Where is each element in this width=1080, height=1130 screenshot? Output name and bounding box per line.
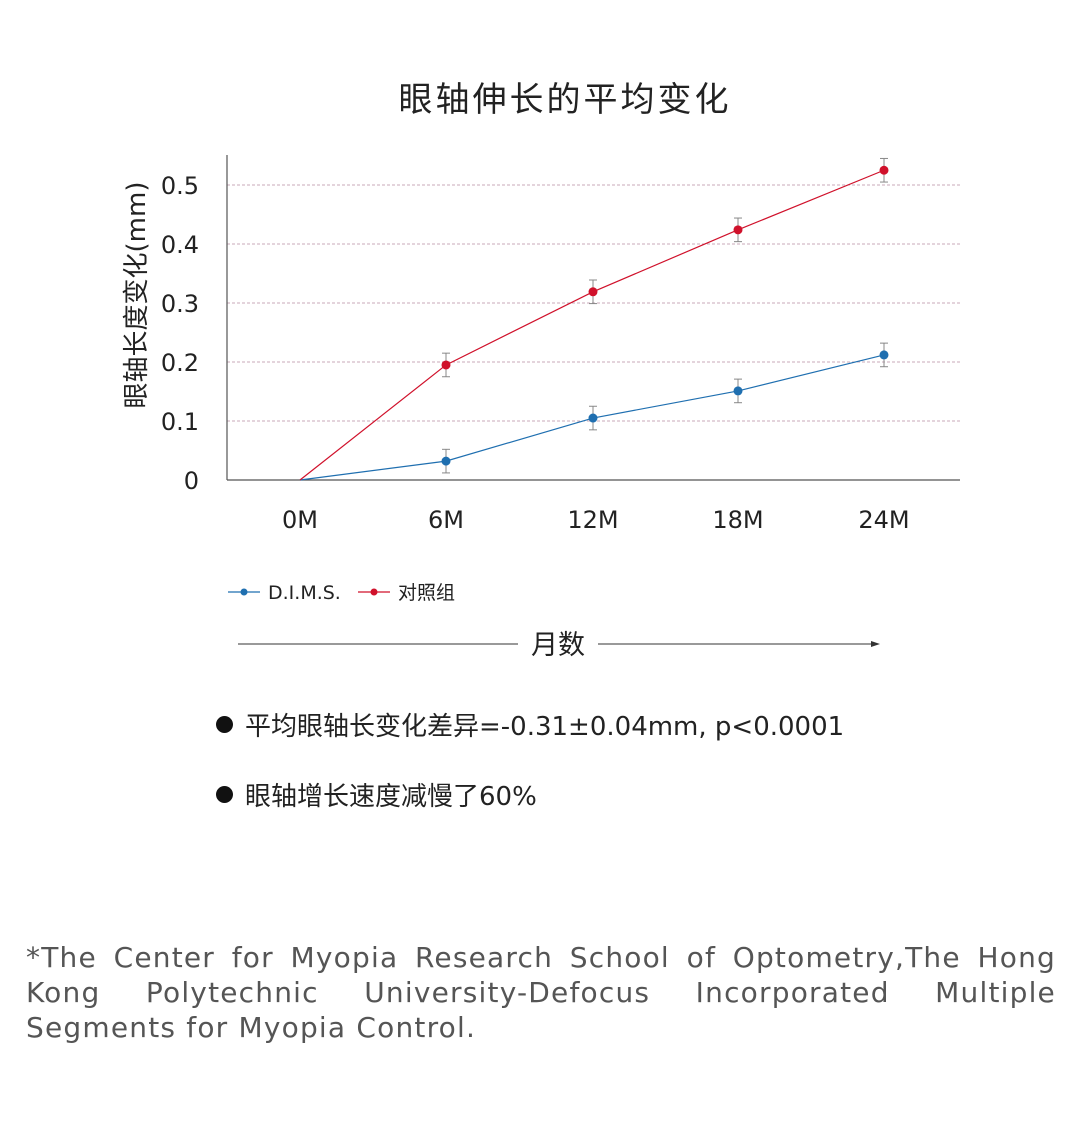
bullet-dot-icon (216, 786, 233, 803)
arrow-icon (871, 641, 880, 647)
legend-marker (370, 588, 378, 596)
data-point (441, 360, 451, 370)
legend-marker (240, 588, 248, 596)
y-tick-label: 0 (184, 467, 199, 495)
bullet-dot-icon (216, 716, 233, 733)
data-point (733, 386, 743, 396)
y-tick-label: 0.5 (161, 172, 199, 200)
x-tick-label: 18M (712, 506, 763, 534)
footnote: *The Center for Myopia Research School o… (26, 941, 1056, 1044)
data-point (733, 225, 743, 235)
data-point (879, 350, 889, 360)
x-tick-label: 6M (428, 506, 464, 534)
x-tick-label: 12M (567, 506, 618, 534)
y-tick-label: 0.2 (161, 349, 199, 377)
x-tick-label: 0M (282, 506, 318, 534)
series-line-1 (299, 169, 885, 481)
bullet-text: 平均眼轴长变化差异=-0.31±0.04mm, p<0.0001 (245, 712, 845, 742)
chart-title: 眼轴伸长的平均变化 (398, 80, 732, 120)
y-tick-label: 0.4 (161, 231, 199, 259)
bullet-text: 眼轴增长速度减慢了60% (245, 782, 537, 812)
bullet-item: 眼轴增长速度减慢了60% (216, 776, 537, 813)
legend-label: 对照组 (398, 582, 455, 604)
line-chart: 0 0.1 0.2 0.3 0.4 0.5 0M 6M 12M 18M 24M 眼轴长度变化(mm) D… (122, 155, 960, 661)
legend-label: D.I.M.S. (268, 582, 341, 604)
data-point (588, 413, 598, 423)
bullet-item: 平均眼轴长变化差异=-0.31±0.04mm, p<0.0001 (216, 706, 844, 743)
x-tick-label: 24M (858, 506, 909, 534)
data-point (879, 165, 889, 175)
y-tick-label: 0.1 (161, 408, 199, 436)
y-tick-label: 0.3 (161, 290, 199, 318)
x-axis-label: 月数 (531, 630, 585, 661)
data-point (588, 287, 598, 297)
data-point (441, 456, 451, 466)
y-axis-label: 眼轴长度变化(mm) (122, 182, 152, 409)
